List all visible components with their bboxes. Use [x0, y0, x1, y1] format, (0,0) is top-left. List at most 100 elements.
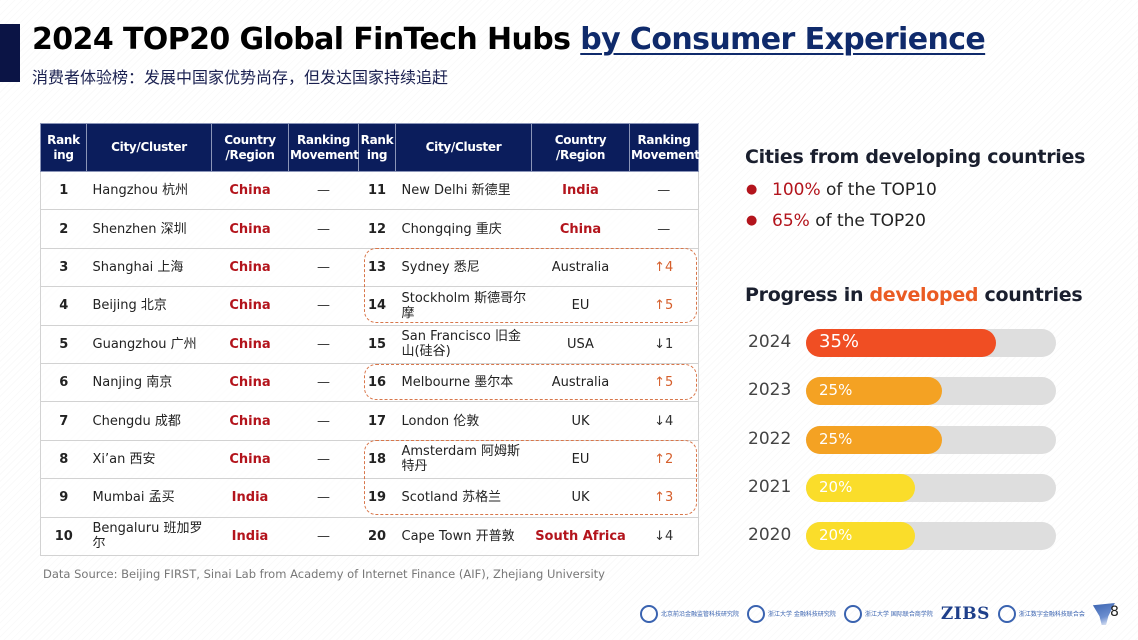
country-cell: USA [531, 324, 630, 364]
bar-fill [806, 473, 915, 502]
developed-highlight: developed [869, 284, 979, 306]
movement-cell: — [629, 209, 699, 249]
developing-heading: Cities from developing countries [745, 146, 1086, 168]
rank-cell: 14 [358, 286, 396, 326]
developing-bullet: ● 100% of the TOP10 [746, 180, 937, 200]
header-movement: Ranking Movement [288, 123, 359, 172]
bullet-pct: 100% [772, 180, 821, 200]
bullet-pct: 65% [772, 211, 810, 231]
data-source-note: Data Source: Beijing FIRST, Sinai Lab fr… [43, 567, 605, 581]
ranking-table: Rank ing City/Cluster Country /Region Ra… [40, 123, 700, 556]
city-cell: Shanghai 上海 [86, 247, 212, 288]
country-cell: India [531, 170, 630, 211]
city-cell: Mumbai 孟买 [86, 478, 212, 518]
bar-track: 20% [806, 473, 1056, 502]
table-row: 5 Guangzhou 广州 China —15 San Francisco 旧金山(硅… [40, 324, 699, 364]
country-cell: UK [531, 401, 630, 441]
movement-cell: ↑4 [629, 247, 699, 288]
country-cell: UK [531, 478, 630, 518]
header-rank-2: Rank ing [358, 123, 396, 172]
movement-cell: — [288, 439, 359, 480]
page-title: 2024 TOP20 Global FinTech Hubs by Consum… [32, 22, 986, 57]
table-row: 4 Beijing 北京 China —14 Stockholm 斯德哥尔摩 EU ↑5 [40, 286, 699, 326]
country-cell: China [211, 247, 289, 288]
table-row: 7 Chengdu 成都 China —17 London 伦敦 UK ↓4 [40, 401, 699, 441]
progress-bar-row: 2020 20% [748, 522, 1060, 552]
bar-year: 2023 [748, 380, 792, 401]
developing-bullet: ● 65% of the TOP20 [746, 211, 926, 231]
country-cell: EU [531, 286, 630, 326]
rank-cell: 4 [40, 286, 87, 326]
city-cell: Melbourne 墨尔本 [395, 362, 532, 403]
header-movement-2: Ranking Movement [629, 123, 700, 172]
movement-cell: — [288, 247, 359, 288]
bullet-icon: ● [746, 213, 758, 228]
partner-logos: 北京前沿金融监管科技研究院 浙江大学 金融科技研究院 浙江大学 国际联合商学院 … [640, 601, 1115, 627]
progress-bar-row: 2024 35% [748, 329, 1060, 359]
city-cell: Stockholm 斯德哥尔摩 [395, 286, 532, 326]
city-cell: Bengaluru 班加罗尔 [86, 516, 212, 556]
bar-value-label: 25% [819, 429, 853, 448]
zju-emblem-icon [747, 605, 766, 623]
header-country-2: Country /Region [531, 123, 630, 172]
city-cell: Hangzhou 杭州 [86, 170, 212, 211]
bar-track: 25% [806, 377, 1056, 406]
movement-cell: ↓1 [629, 324, 699, 364]
bar-fill [806, 425, 942, 454]
bar-value-label: 20% [819, 526, 853, 545]
rank-cell: 18 [358, 439, 396, 480]
table-row: 8 Xi’an 西安 China —18 Amsterdam 阿姆斯特丹 EU ↑2 [40, 439, 699, 480]
bullet-text: of the TOP20 [809, 211, 926, 231]
bar-year: 2021 [748, 476, 792, 497]
first-logo-icon [640, 605, 658, 623]
title-highlight: by Consumer Experience [580, 22, 986, 57]
country-cell: China [211, 209, 289, 249]
city-cell: Chongqing 重庆 [395, 209, 532, 249]
logo-zj-fintech-assoc: 浙江数字金融科技联合会 [997, 605, 1085, 623]
city-cell: Chengdu 成都 [86, 401, 212, 441]
movement-cell: — [288, 478, 359, 518]
country-cell: India [211, 516, 289, 556]
city-cell: Xi’an 西安 [86, 439, 212, 480]
country-cell: China [211, 324, 289, 364]
bar-year: 2022 [748, 428, 792, 449]
rank-cell: 2 [40, 209, 87, 249]
title-accent-bar [0, 24, 20, 82]
table-row: 6 Nanjing 南京 China —16 Melbourne 墨尔本 Australi… [40, 362, 699, 403]
progress-bar-row: 2023 25% [748, 377, 1060, 407]
city-cell: London 伦敦 [395, 401, 532, 441]
country-cell: China [211, 401, 289, 441]
header-country: Country /Region [211, 123, 289, 172]
bar-fill [806, 522, 915, 551]
country-cell: China [531, 209, 630, 249]
bar-year: 2020 [748, 525, 792, 546]
logo-zju-aif: 浙江大学 金融科技研究院 [747, 605, 836, 623]
rank-cell: 15 [358, 324, 396, 364]
country-cell: China [211, 170, 289, 211]
city-cell: Cape Town 开普敦 [395, 516, 532, 556]
country-cell: EU [531, 439, 630, 480]
movement-cell: ↓4 [629, 401, 699, 441]
table-header-row: Rank ing City/Cluster Country /Region Ra… [40, 123, 700, 172]
header-city-2: City/Cluster [395, 123, 532, 172]
bar-value-label: 25% [819, 381, 853, 400]
rank-cell: 17 [358, 401, 396, 441]
table-row: 2 Shenzhen 深圳 China —12 Chongqing 重庆 China — [40, 209, 699, 249]
city-cell: Amsterdam 阿姆斯特丹 [395, 439, 532, 480]
movement-cell: ↑5 [629, 286, 699, 326]
movement-cell: ↓4 [629, 516, 699, 556]
movement-cell: ↑5 [629, 362, 699, 403]
rank-cell: 8 [40, 439, 87, 480]
city-cell: Nanjing 南京 [86, 362, 212, 403]
movement-cell: — [288, 401, 359, 441]
rank-cell: 11 [358, 170, 396, 211]
developed-heading: Progress in developed countries [745, 284, 1083, 306]
rank-cell: 6 [40, 362, 87, 403]
movement-cell: ↑2 [629, 439, 699, 480]
page-number: 8 [1110, 604, 1119, 620]
city-cell: Sydney 悉尼 [395, 247, 532, 288]
rank-cell: 13 [358, 247, 396, 288]
country-cell: Australia [531, 247, 630, 288]
bar-value-label: 20% [819, 477, 853, 496]
rank-cell: 20 [358, 516, 396, 556]
